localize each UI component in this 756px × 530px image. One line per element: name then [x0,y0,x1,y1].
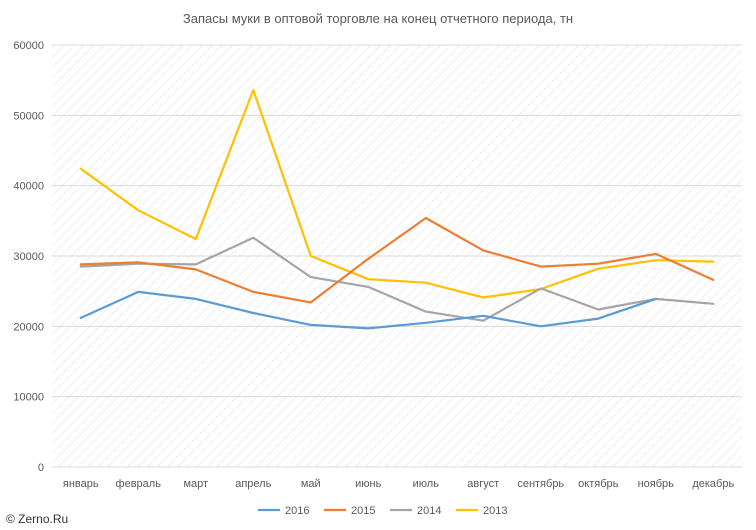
legend-label-2016: 2016 [285,505,309,517]
y-tick-label: 60000 [13,40,44,52]
series-line-2013 [79,88,715,299]
series-line-2016 [79,290,657,330]
y-tick-label: 10000 [13,392,44,404]
x-tick-label: июнь [355,478,381,490]
x-tick-label: сентябрь [517,478,564,490]
series-line-2014 [79,236,715,322]
legend: 2016 2015 2014 2013 [258,505,507,517]
x-tick-label: февраль [116,478,162,490]
y-axis-ticks: 0 10000 20000 30000 40000 50000 60000 [13,40,44,474]
x-tick-label: декабрь [692,478,734,490]
x-tick-label: май [301,478,321,490]
series-line-2015 [79,216,715,304]
x-tick-label: август [467,478,499,490]
watermark-text: © Zerno.Ru [6,512,69,526]
x-tick-label: апрель [235,478,271,490]
legend-label-2015: 2015 [351,505,375,517]
y-tick-label: 30000 [13,251,44,263]
x-tick-label: январь [63,478,99,490]
y-tick-label: 50000 [13,110,44,122]
x-axis-ticks: январь февраль март апрель май июнь июль август… [63,478,735,490]
chart-title: Запасы муки в оптовой торговле на конец … [183,11,573,26]
legend-label-2013: 2013 [483,505,507,517]
y-tick-label: 40000 [13,181,44,193]
x-tick-label: март [183,478,208,490]
x-tick-label: ноябрь [638,478,675,490]
x-tick-label: июль [413,478,440,490]
y-tick-label: 20000 [13,321,44,333]
series-lines [79,88,715,330]
x-tick-label: октябрь [578,478,618,490]
y-tick-label: 0 [38,462,44,474]
legend-label-2014: 2014 [417,505,441,517]
